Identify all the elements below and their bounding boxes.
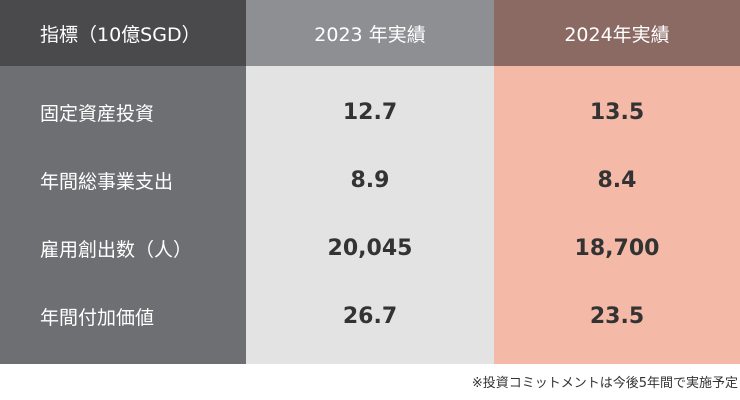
header-2024-actual: 2024年実績 <box>494 0 740 66</box>
row-label-jobs-created: 雇用創出数（人） <box>40 238 193 261</box>
value-2024-fixed-asset-investment: 13.5 <box>589 99 645 125</box>
value-2024-jobs-created: 18,700 <box>574 235 660 261</box>
column-2024: 13.5 8.4 18,700 23.5 <box>494 66 740 364</box>
value-2024-annual-business-spending: 8.4 <box>597 167 637 193</box>
value-2023-annual-business-spending: 8.9 <box>350 167 390 193</box>
value-2024-annual-value-added: 23.5 <box>589 303 645 329</box>
header-indicator: 指標（10億SGD） <box>0 0 246 66</box>
row-label-annual-business-spending: 年間総事業支出 <box>40 170 174 193</box>
header-2023-actual: 2023 年実績 <box>246 0 494 66</box>
footnote: ※投資コミットメントは今後5年間で実施予定 <box>471 376 738 391</box>
value-2023-annual-value-added: 26.7 <box>342 303 398 329</box>
row-label-fixed-asset-investment: 固定資産投資 <box>40 102 155 125</box>
column-2023: 12.7 8.9 20,045 26.7 <box>246 66 494 364</box>
label-column: 固定資産投資 年間総事業支出 雇用創出数（人） 年間付加価値 <box>0 66 246 364</box>
value-2023-fixed-asset-investment: 12.7 <box>342 99 398 125</box>
row-label-annual-value-added: 年間付加価値 <box>40 306 155 329</box>
value-2023-jobs-created: 20,045 <box>327 235 413 261</box>
investment-table: 指標（10億SGD） 2023 年実績 2024年実績 固定資産投資 年間総事業… <box>0 0 740 364</box>
